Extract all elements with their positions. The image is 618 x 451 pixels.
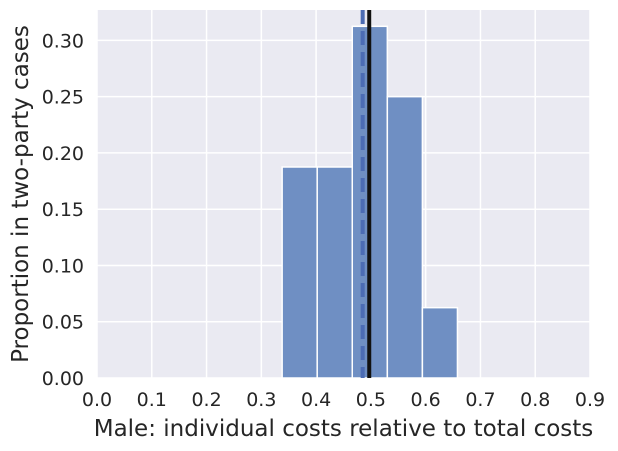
- y-tick-label: 0.20: [42, 143, 84, 165]
- x-tick-label: 0.8: [520, 389, 550, 411]
- y-tick-label: 0.30: [42, 30, 84, 52]
- histogram-bar: [316, 166, 354, 379]
- x-tick-label: 0.2: [191, 389, 221, 411]
- y-axis-ticks: 0.00 0.05 0.10 0.15 0.20 0.25 0.30: [42, 30, 84, 390]
- y-tick-label: 0.25: [42, 87, 84, 109]
- x-tick-label: 0.9: [575, 389, 605, 411]
- x-tick-label: 0.4: [301, 389, 331, 411]
- histogram-bar: [421, 306, 459, 379]
- y-axis-label: Proportion in two-party cases: [8, 25, 34, 363]
- histogram-bar: [281, 166, 318, 379]
- x-tick-label: 0.1: [137, 389, 167, 411]
- x-axis-ticks: 0.0 0.1 0.2 0.3 0.4 0.5 0.6 0.7 0.8 0.9: [82, 389, 605, 411]
- y-tick-label: 0.05: [42, 312, 84, 334]
- x-tick-label: 0.6: [411, 389, 441, 411]
- histogram-bar: [386, 95, 424, 379]
- reference-lines: [360, 10, 372, 378]
- y-tick-label: 0.10: [42, 255, 84, 277]
- x-tick-label: 0.0: [82, 389, 112, 411]
- x-tick-label: 0.3: [246, 389, 276, 411]
- y-tick-label: 0.00: [42, 368, 84, 390]
- x-tick-label: 0.7: [465, 389, 495, 411]
- y-tick-label: 0.15: [42, 199, 84, 221]
- x-axis-label: Male: individual costs relative to total…: [94, 416, 594, 442]
- x-tick-label: 0.5: [356, 389, 386, 411]
